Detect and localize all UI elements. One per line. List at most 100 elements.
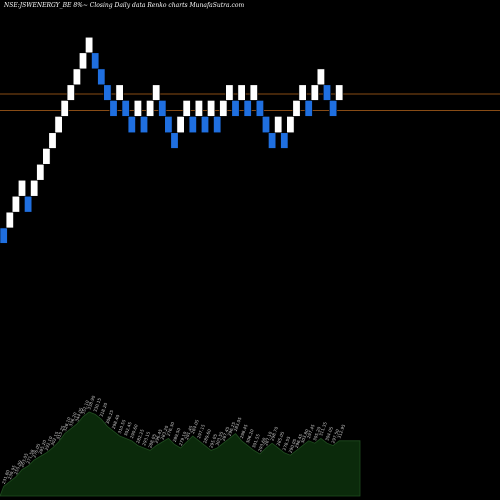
price-label: 298.45 xyxy=(239,423,249,439)
renko-brick-down xyxy=(140,116,149,134)
price-label: 328.10 xyxy=(62,416,72,432)
price-label: 231.80 xyxy=(1,469,11,485)
renko-brick-up xyxy=(249,84,258,101)
price-label: 283.20 xyxy=(160,425,170,441)
renko-brick-up xyxy=(17,179,26,197)
price-label: 296.45 xyxy=(294,433,304,449)
price-label: 290.05 xyxy=(288,438,298,454)
price-label: 271.58 xyxy=(25,449,35,465)
price-label: 289.50 xyxy=(172,427,182,443)
price-label: 283.05 xyxy=(233,416,243,432)
price-labels: 231.80239.95255.09263.05271.58276.05285.… xyxy=(1,395,346,485)
renko-brick-down xyxy=(213,116,222,134)
renko-brick-up xyxy=(182,100,191,117)
price-label: 298.40 xyxy=(111,414,121,430)
price-label: 305.20 xyxy=(312,426,322,442)
renko-brick-down xyxy=(201,116,210,134)
renko-brick-up xyxy=(316,68,325,86)
renko-brick-up xyxy=(298,84,307,101)
renko-brick-up xyxy=(72,68,81,86)
chart-title: NSE:JSWENERGY_BE 8%~ Closing Daily data … xyxy=(4,2,245,9)
renko-brick-up xyxy=(176,116,185,134)
renko-brick-down xyxy=(322,84,331,101)
price-label: 297.50 xyxy=(330,428,340,444)
renko-brick-down xyxy=(103,84,112,101)
renko-brick-down xyxy=(188,116,197,134)
renko-brick-up xyxy=(115,84,124,101)
price-label: 263.05 xyxy=(19,452,29,468)
price-label: 285.05 xyxy=(275,431,285,447)
price-label: 338.90 xyxy=(86,395,96,411)
price-label: 293.60 xyxy=(257,437,267,453)
renko-brick-down xyxy=(329,100,338,117)
price-label: 296.25 xyxy=(227,421,237,437)
renko-brick-down xyxy=(121,100,130,117)
renko-brick-up xyxy=(54,116,63,134)
price-label: 285.20 xyxy=(38,439,48,455)
price-label: 302.45 xyxy=(123,421,133,437)
renko-brick-down xyxy=(268,132,277,149)
renko-brick-down xyxy=(255,100,264,117)
price-label: 344.05 xyxy=(74,407,84,423)
price-label: 278.55 xyxy=(282,435,292,451)
price-label: 315.25 xyxy=(56,425,66,441)
renko-brick-up xyxy=(225,84,234,101)
price-label: 302.15 xyxy=(50,431,60,447)
renko-brick-up xyxy=(146,100,155,117)
renko-brick-up xyxy=(152,84,161,101)
renko-brick-up xyxy=(274,116,283,134)
renko-brick-down xyxy=(97,68,106,86)
price-label: 297.15 xyxy=(196,423,206,439)
renko-brick-up xyxy=(66,84,75,101)
renko-brick-down xyxy=(304,100,313,117)
price-label: 295.05 xyxy=(208,433,218,449)
price-label: 255.09 xyxy=(13,459,23,475)
renko-brick-up xyxy=(335,84,344,101)
price-label: 311.35 xyxy=(318,421,328,437)
renko-brick-up xyxy=(48,132,57,149)
renko-brick-down xyxy=(127,116,136,134)
renko-brick-up xyxy=(36,163,45,181)
renko-brick-up xyxy=(5,211,14,229)
renko-brick-up xyxy=(79,52,88,70)
volume-area xyxy=(0,411,361,497)
renko-brick-down xyxy=(164,116,173,134)
renko-brick-down xyxy=(109,100,118,117)
renko-brick-up xyxy=(133,100,142,117)
renko-brick-up xyxy=(85,36,94,54)
price-label: 318.20 xyxy=(99,402,109,418)
renko-brick-down xyxy=(0,227,8,244)
price-label: 276.30 xyxy=(166,421,176,437)
price-label: 312.95 xyxy=(336,423,346,439)
volume-area-path xyxy=(0,411,361,497)
renko-brick-up xyxy=(219,100,228,117)
price-label: 239.95 xyxy=(7,464,17,480)
renko-brick-up xyxy=(194,100,203,117)
renko-brick-up xyxy=(207,100,216,117)
price-label: 301.55 xyxy=(251,433,261,449)
renko-brick-up xyxy=(11,195,20,213)
renko-brick-up xyxy=(310,84,319,101)
price-label: 287.45 xyxy=(221,426,231,442)
price-label: 306.25 xyxy=(105,409,115,425)
price-label: 296.45 xyxy=(153,428,163,444)
price-label: 276.05 xyxy=(31,443,41,459)
price-label: 282.25 xyxy=(135,428,145,444)
price-label: 288.05 xyxy=(147,433,157,449)
renko-brick-down xyxy=(91,52,100,70)
price-label: 303.80 xyxy=(300,428,310,444)
price-label: 306.20 xyxy=(245,428,255,444)
renko-brick-down xyxy=(24,195,33,213)
renko-brick-up xyxy=(60,100,69,117)
price-label: 284.05 xyxy=(190,419,200,435)
price-label: 330.15 xyxy=(92,397,102,413)
renko-brick-down xyxy=(243,100,252,117)
renko-brick-up xyxy=(30,179,39,197)
price-label: 352.10 xyxy=(80,399,90,415)
price-label: 298.70 xyxy=(269,426,279,442)
price-label: 304.05 xyxy=(324,426,334,442)
renko-brick-down xyxy=(261,116,270,134)
price-label: 292.10 xyxy=(44,435,54,451)
renko-brick-down xyxy=(158,100,167,117)
